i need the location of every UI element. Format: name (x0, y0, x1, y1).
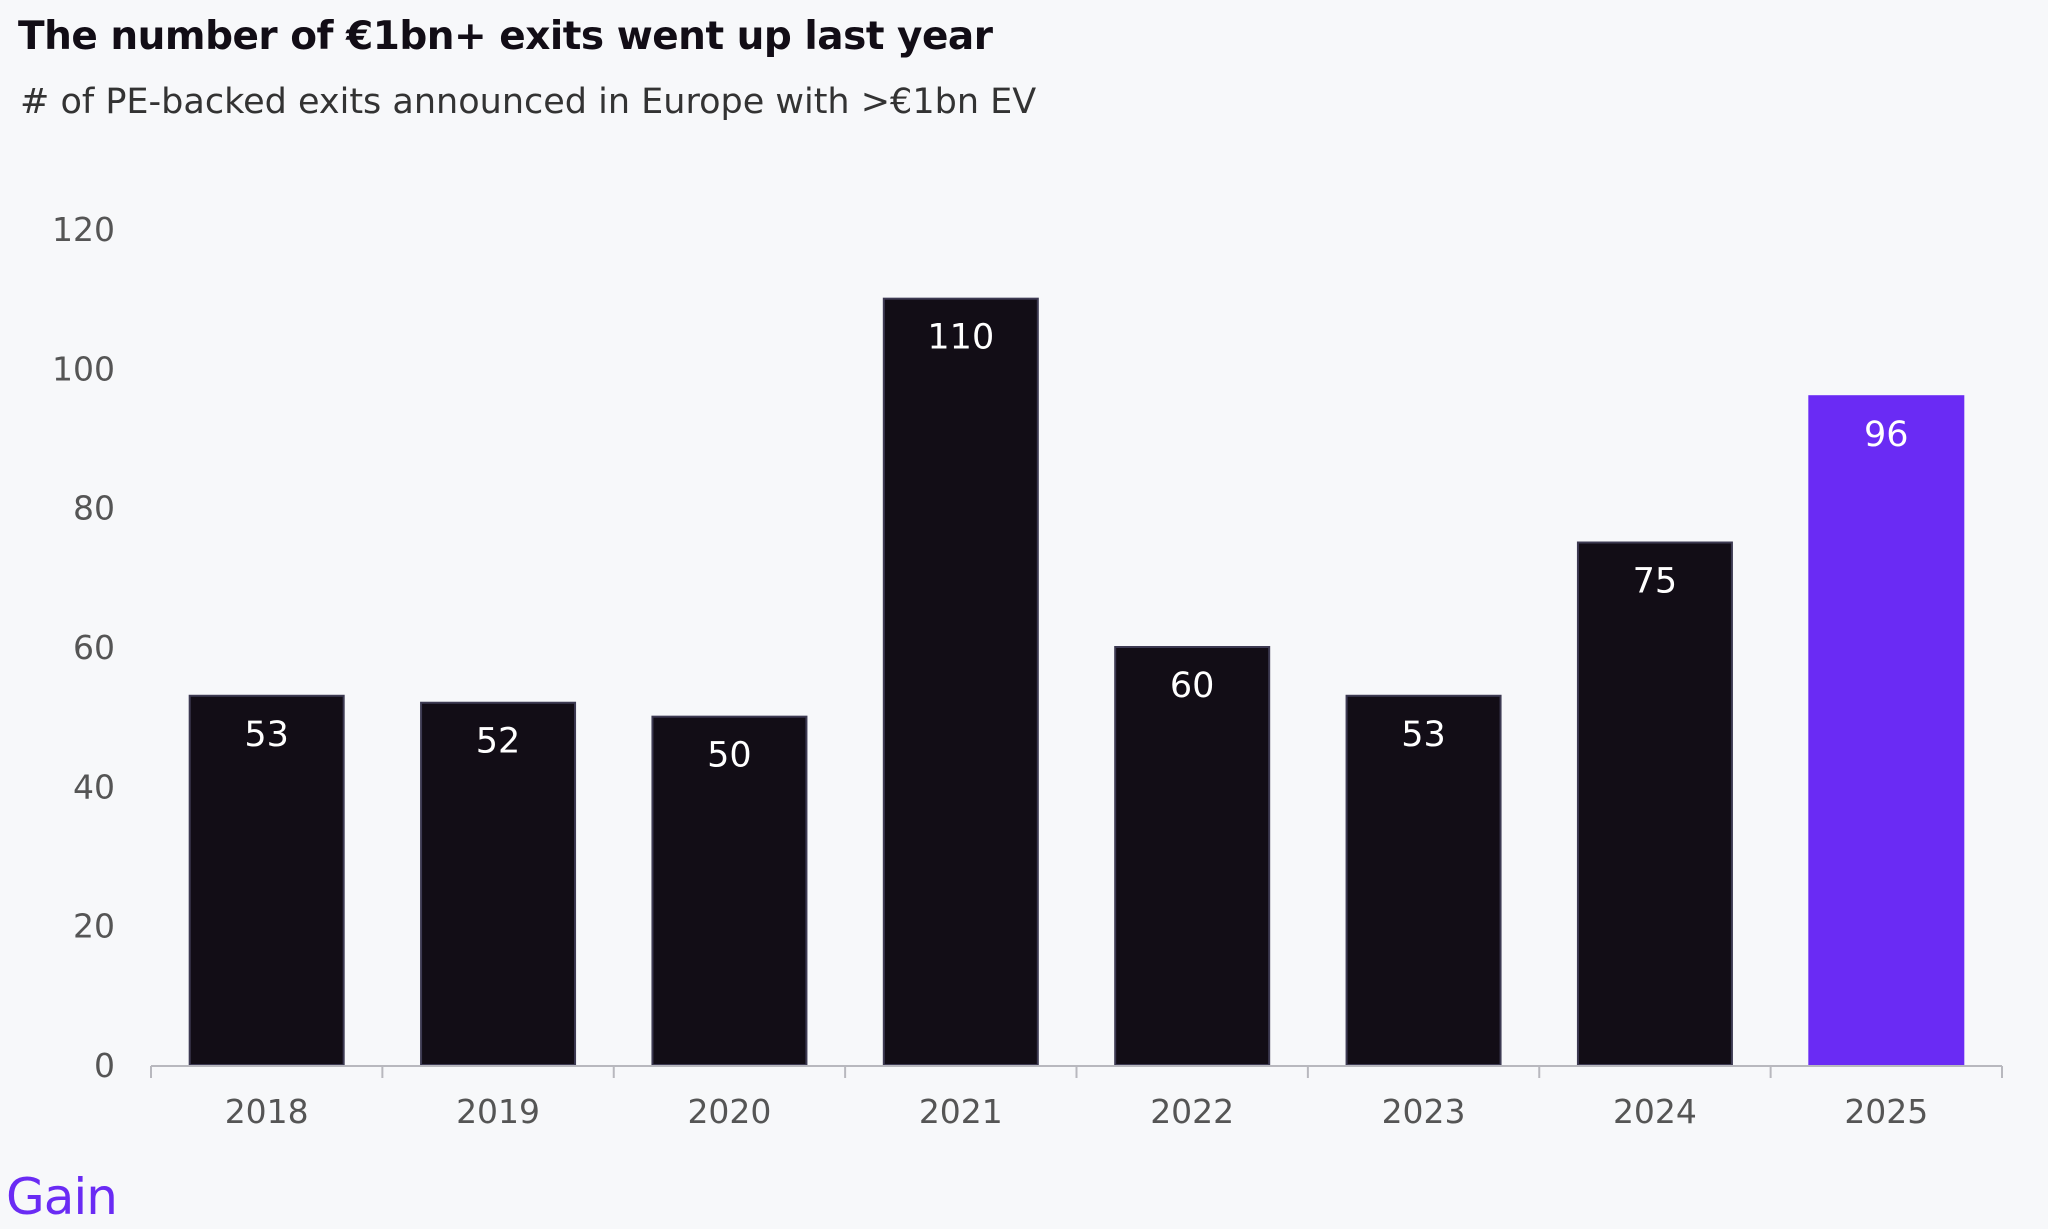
bar-value-label: 53 (1401, 715, 1446, 755)
bar-value-label: 53 (244, 715, 289, 755)
y-axis: 0 20 40 60 80 100 120 (52, 210, 115, 1085)
bar-2021 (882, 297, 1039, 1066)
y-tick-label: 120 (52, 210, 115, 249)
bar-value-label: 52 (476, 722, 521, 762)
x-tick-label: 2022 (1150, 1092, 1234, 1131)
bar-2024 (1576, 541, 1733, 1066)
x-tick-label: 2018 (225, 1092, 309, 1131)
x-tick-label: 2020 (687, 1092, 771, 1131)
bar-value-label: 75 (1633, 562, 1678, 602)
y-tick-label: 60 (73, 628, 115, 667)
chart-title: The number of €1bn+ exits went up last y… (18, 14, 993, 59)
chart-subtitle: # of PE-backed exits announced in Europe… (20, 82, 1037, 122)
bar-value-label: 96 (1864, 415, 1909, 455)
x-tick-label: 2019 (456, 1092, 540, 1131)
gain-logo: Gain (6, 1168, 118, 1226)
bar-2019 (420, 701, 577, 1066)
bar-2025 (1808, 395, 1965, 1066)
bar-2023 (1345, 694, 1502, 1066)
y-tick-label: 0 (94, 1046, 115, 1085)
y-tick-label: 80 (73, 489, 115, 528)
x-axis: 2018 2019 2020 2021 2022 2023 2024 2025 (150, 1065, 2003, 1131)
data-labels: 53 52 50 110 60 53 75 96 (244, 318, 1908, 776)
x-tick-label: 2023 (1382, 1092, 1466, 1131)
x-tick-label: 2021 (919, 1092, 1003, 1131)
bars (188, 297, 1965, 1067)
bar-value-label: 110 (927, 318, 994, 358)
y-tick-label: 20 (73, 907, 115, 946)
bar-2020 (651, 715, 808, 1067)
x-tick-label: 2025 (1844, 1092, 1928, 1131)
y-tick-label: 100 (52, 349, 115, 388)
y-tick-label: 40 (73, 767, 115, 806)
bar-value-label: 50 (707, 736, 752, 776)
x-tick-label: 2024 (1613, 1092, 1697, 1131)
bar-2022 (1114, 646, 1271, 1066)
bar-value-label: 60 (1170, 666, 1215, 706)
